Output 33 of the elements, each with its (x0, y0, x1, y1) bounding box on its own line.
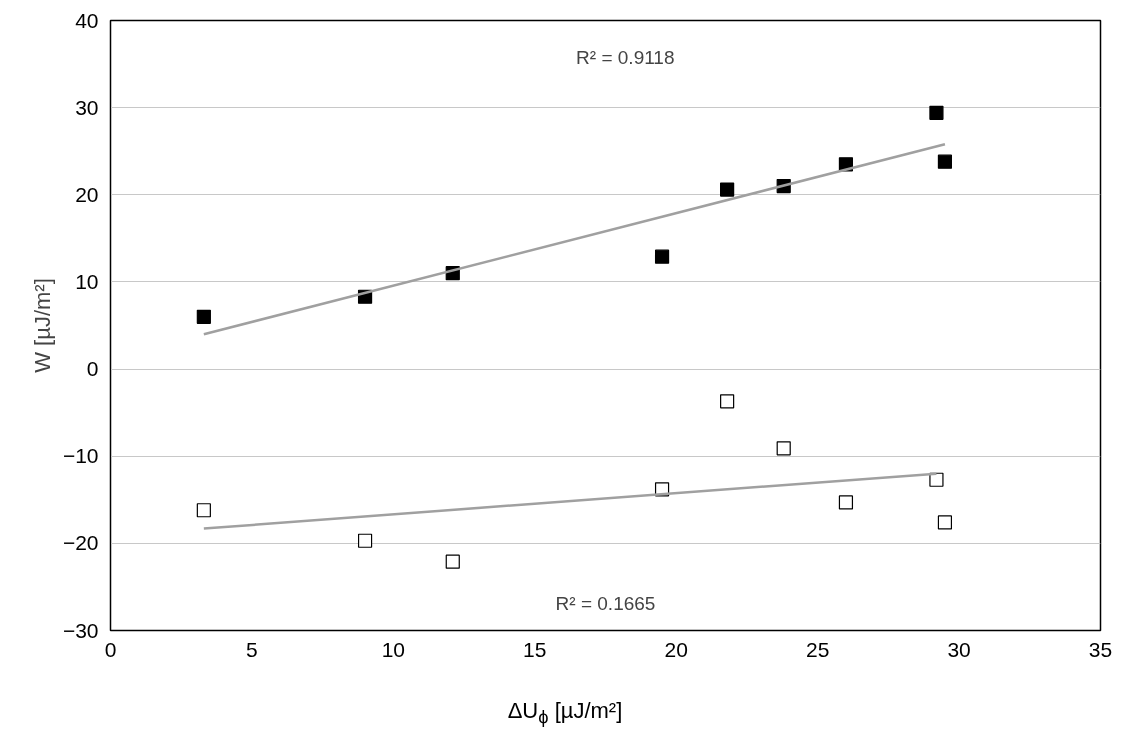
y-tick-label: 10 (75, 269, 99, 293)
point (720, 394, 735, 409)
y-tick-label: 40 (75, 8, 99, 32)
x-axis-title: ΔU$_{ϕ}$ [µJ/m²] (507, 697, 623, 730)
point (357, 533, 373, 548)
x-tick-label: 10 (381, 637, 406, 661)
point (445, 554, 460, 569)
x-tick-label: 20 (664, 637, 688, 661)
point (937, 515, 953, 530)
point (929, 472, 944, 487)
point (720, 182, 735, 197)
x-tick-label: 25 (805, 637, 830, 661)
y-tick-label: −30 (62, 618, 99, 642)
annotation: R² = 0.1665 (555, 592, 656, 614)
point (776, 441, 791, 456)
y-axis-title: W [µJ/m²] (29, 278, 55, 373)
point (196, 503, 211, 518)
point (937, 154, 953, 169)
y-tick-label: −20 (62, 531, 99, 555)
y-tick-label: −10 (62, 444, 99, 468)
point (929, 105, 944, 120)
x-tick-label: 0 (104, 637, 117, 661)
x-tick-label: 30 (947, 637, 971, 661)
x-tick-label: 5 (246, 637, 258, 661)
y-tick-label: 0 (86, 357, 99, 381)
annotation: R² = 0.9118 (576, 46, 675, 68)
x-tick-label: 35 (1088, 637, 1113, 661)
point (838, 495, 854, 510)
point (196, 309, 211, 324)
y-tick-label: 30 (75, 95, 99, 119)
x-tick-label: 15 (523, 637, 547, 661)
point (654, 249, 670, 264)
y-tick-label: 20 (75, 182, 99, 206)
